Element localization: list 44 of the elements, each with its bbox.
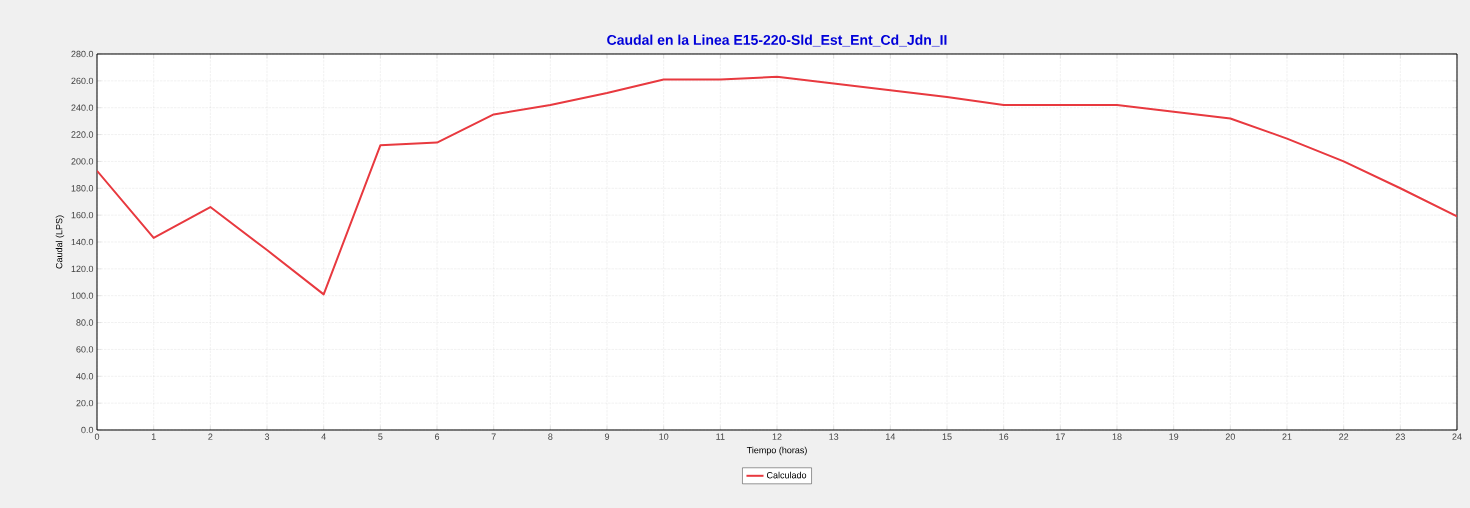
legend-label: Calculado xyxy=(766,471,807,479)
y-tick-label: 180.0 xyxy=(71,185,94,192)
x-tick-label: 20 xyxy=(1225,433,1235,440)
y-tick-label: 280.0 xyxy=(71,50,94,58)
x-tick-label: 5 xyxy=(378,433,383,440)
x-tick-label: 14 xyxy=(886,433,896,440)
y-tick-label: 200.0 xyxy=(71,158,94,165)
y-tick-label: 260.0 xyxy=(71,77,94,85)
x-tick-label: 9 xyxy=(604,433,610,440)
x-axis-title: Tiempo (horas) xyxy=(746,446,807,456)
x-tick-label: 19 xyxy=(1169,433,1179,440)
x-tick-label: 0 xyxy=(94,433,100,440)
chart-title: Caudal en la Linea E15-220-Sld_Est_Ent_Cd_Jdn_II xyxy=(607,34,947,47)
y-tick-label: 220.0 xyxy=(71,131,94,138)
x-tick-label: 17 xyxy=(1056,433,1065,440)
x-tick-label: 11 xyxy=(716,433,725,440)
y-tick-label: 160.0 xyxy=(71,211,94,219)
x-tick-label: 16 xyxy=(999,433,1009,440)
y-tick-label: 120.0 xyxy=(71,265,94,273)
y-tick-label: 60.0 xyxy=(76,346,94,353)
y-tick-label: 80.0 xyxy=(76,319,94,326)
x-tick-label: 22 xyxy=(1339,433,1349,440)
y-tick-label: 40.0 xyxy=(76,373,94,380)
x-tick-label: 10 xyxy=(659,433,669,440)
y-tick-label: 0.0 xyxy=(81,426,94,434)
y-tick-label: 140.0 xyxy=(71,238,94,246)
x-tick-label: 23 xyxy=(1395,433,1405,440)
y-tick-label: 20.0 xyxy=(76,399,94,407)
x-tick-label: 1 xyxy=(151,433,156,440)
y-tick-label: 240.0 xyxy=(71,104,94,111)
x-tick-label: 2 xyxy=(208,433,213,440)
x-tick-label: 6 xyxy=(434,433,440,440)
x-tick-label: 4 xyxy=(321,433,326,440)
x-tick-label: 13 xyxy=(829,433,839,440)
x-tick-label: 12 xyxy=(772,433,782,440)
x-tick-label: 7 xyxy=(491,433,496,440)
x-tick-label: 24 xyxy=(1452,433,1462,440)
x-tick-label: 18 xyxy=(1112,433,1122,440)
x-tick-label: 8 xyxy=(548,433,553,440)
y-tick-label: 100.0 xyxy=(71,292,94,299)
x-tick-label: 21 xyxy=(1282,433,1292,440)
x-tick-label: 3 xyxy=(264,433,270,440)
y-axis-title: Caudal (LPS) xyxy=(55,215,65,269)
x-tick-label: 15 xyxy=(942,433,952,440)
